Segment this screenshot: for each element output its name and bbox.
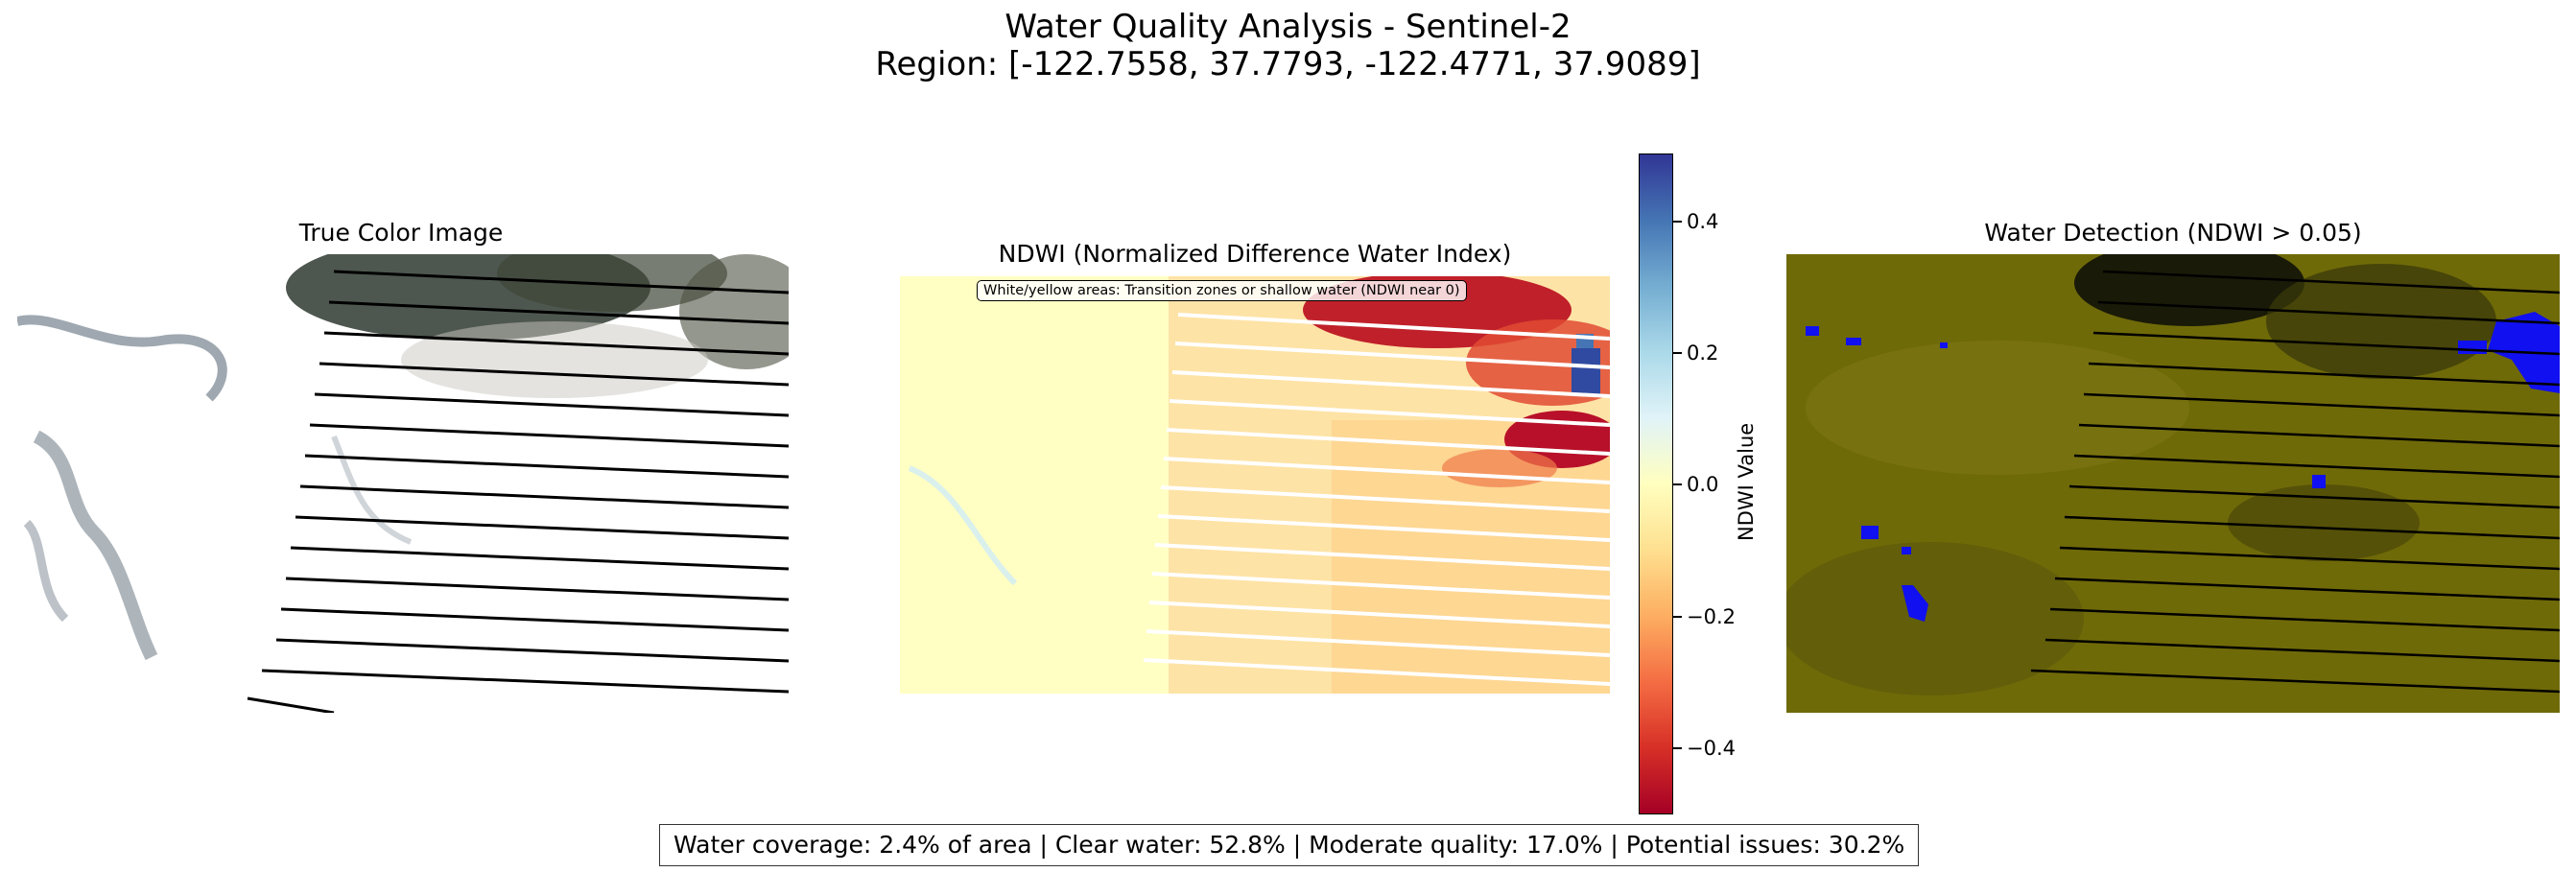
colorbar-tick (1673, 747, 1682, 749)
colorbar-tick (1673, 352, 1682, 354)
colorbar-tick-label: −0.4 (1687, 737, 1736, 760)
colorbar-label: NDWI Value (1735, 422, 1758, 541)
colorbar-tick-label: 0.2 (1687, 342, 1719, 365)
true-color-image (17, 254, 789, 713)
colorbar-tick (1673, 221, 1682, 223)
ndwi-annotation: White/yellow areas: Transition zones or … (977, 280, 1467, 301)
colorbar-tick-label: 0.4 (1687, 210, 1719, 233)
panel-title-ndwi: NDWI (Normalized Difference Water Index) (998, 240, 1512, 268)
water-detection-mask (1786, 254, 2560, 713)
ndwi-heatmap (900, 276, 1610, 694)
panel-title-water-detection: Water Detection (NDWI > 0.05) (1984, 219, 2362, 247)
colorbar-tick-label: −0.2 (1687, 605, 1736, 628)
water-quality-stats: Water coverage: 2.4% of area | Clear wat… (659, 824, 1920, 866)
colorbar-tick-label: 0.0 (1687, 473, 1719, 496)
figure-title-line1: Water Quality Analysis - Sentinel-2 (1004, 8, 1572, 46)
colorbar-tick (1673, 616, 1682, 618)
figure-title-line2: Region: [-122.7558, 37.7793, -122.4771, … (875, 45, 1701, 83)
panel-title-true-color: True Color Image (298, 219, 504, 247)
ndwi-colorbar (1639, 153, 1673, 814)
colorbar-tick (1673, 483, 1682, 485)
